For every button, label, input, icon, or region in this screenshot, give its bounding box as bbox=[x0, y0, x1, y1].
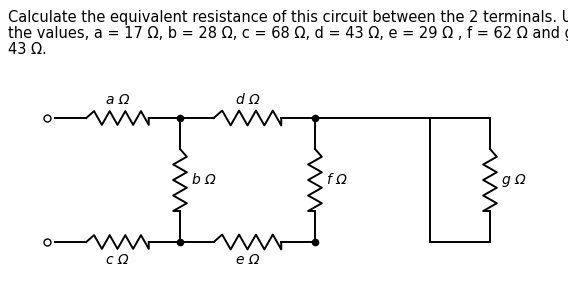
Text: c Ω: c Ω bbox=[106, 253, 129, 267]
Text: the values, a = 17 Ω, b = 28 Ω, c = 68 Ω, d = 43 Ω, e = 29 Ω , f = 62 Ω and g =: the values, a = 17 Ω, b = 28 Ω, c = 68 Ω… bbox=[8, 26, 568, 41]
Text: 43 Ω.: 43 Ω. bbox=[8, 42, 47, 57]
Text: Calculate the equivalent resistance of this circuit between the 2 terminals. Use: Calculate the equivalent resistance of t… bbox=[8, 10, 568, 25]
Text: f Ω: f Ω bbox=[327, 173, 346, 187]
Text: e Ω: e Ω bbox=[236, 253, 259, 268]
Text: b Ω: b Ω bbox=[192, 173, 216, 187]
Text: d Ω: d Ω bbox=[236, 93, 260, 106]
Text: a Ω: a Ω bbox=[106, 93, 130, 107]
Text: g Ω: g Ω bbox=[502, 173, 525, 187]
